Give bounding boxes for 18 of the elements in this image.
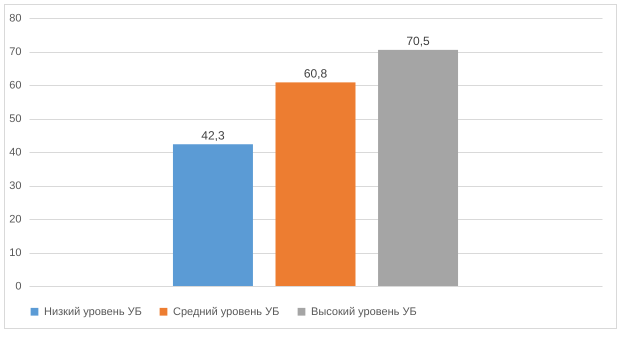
y-tick-label: 80: [9, 12, 22, 24]
y-tick-label: 60: [9, 80, 22, 92]
data-label: 42,3: [201, 128, 225, 142]
bar: [276, 82, 356, 286]
bar: [378, 50, 458, 286]
bar: [172, 144, 253, 286]
y-tick-label: 50: [9, 113, 22, 125]
legend-label: Низкий уровень УБ: [44, 306, 142, 318]
y-tick-label: 30: [9, 180, 22, 192]
y-tick-label: 70: [9, 46, 22, 58]
y-tick-label: 40: [9, 146, 22, 158]
legend-label: Высокий уровень УБ: [311, 306, 417, 318]
legend-label: Средний уровень УБ: [173, 306, 280, 318]
y-tick-label: 20: [9, 214, 22, 226]
y-tick-label: 10: [9, 247, 22, 259]
y-tick-label: 0: [15, 280, 22, 292]
data-label: 60,8: [304, 66, 328, 80]
data-label: 70,5: [406, 34, 430, 48]
